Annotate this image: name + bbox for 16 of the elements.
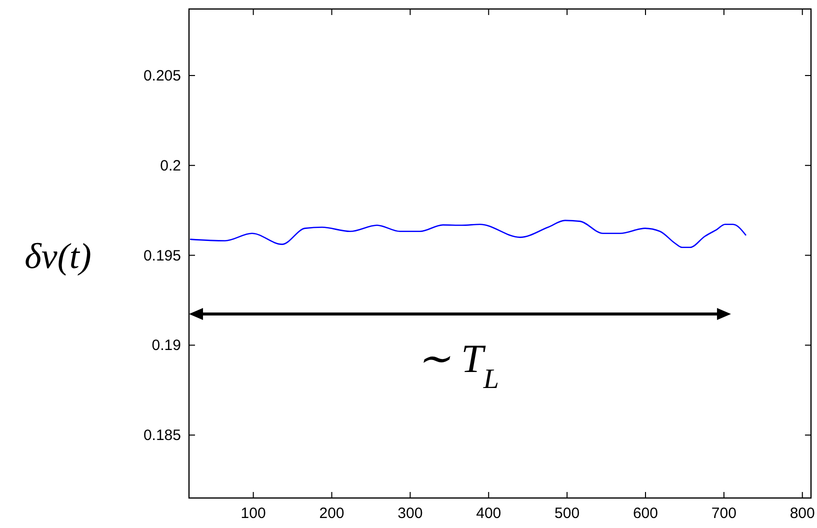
x-tick-label: 700 bbox=[711, 505, 736, 522]
y-tick-label: 0.19 bbox=[152, 337, 181, 354]
x-tick-label: 300 bbox=[398, 505, 423, 522]
y-tick-label: 0.2 bbox=[160, 157, 181, 174]
y-tick-label: 0.195 bbox=[143, 247, 181, 264]
y-axis-title: δν(t) bbox=[24, 236, 92, 276]
x-tick-label: 100 bbox=[240, 505, 266, 522]
x-tick-label: 800 bbox=[790, 505, 815, 522]
y-tick-label: 0.205 bbox=[143, 68, 181, 85]
x-tick-label: 500 bbox=[554, 505, 580, 522]
x-tick-label: 200 bbox=[319, 505, 344, 522]
annotation: ∼ T$_{L}$ bbox=[417, 336, 499, 394]
y-tick-label: 0.185 bbox=[143, 427, 181, 444]
x-tick-label: 400 bbox=[476, 505, 502, 522]
line-series bbox=[189, 220, 747, 248]
x-tick-label: 600 bbox=[632, 505, 658, 522]
